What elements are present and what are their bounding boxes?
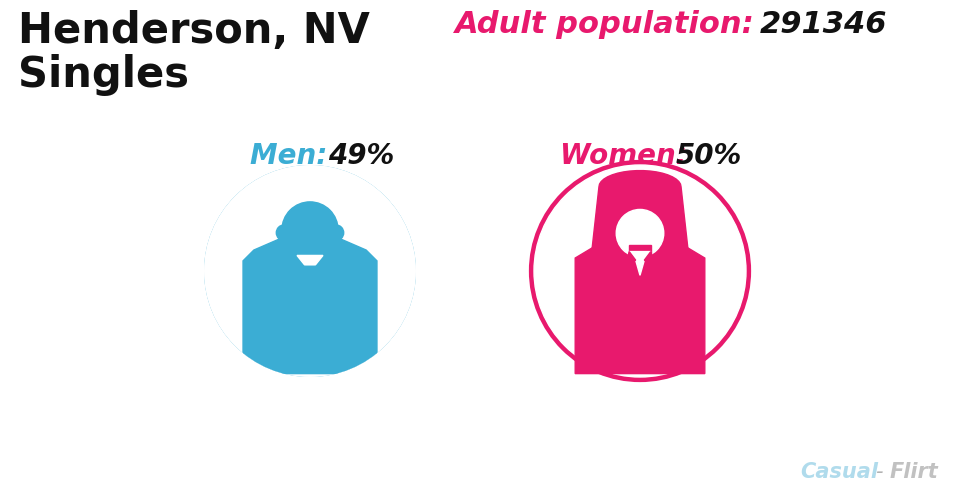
Text: -: - — [875, 461, 882, 481]
Polygon shape — [644, 252, 654, 265]
Text: Adult population:: Adult population: — [455, 10, 765, 39]
Polygon shape — [243, 236, 377, 374]
Polygon shape — [626, 252, 636, 265]
Circle shape — [282, 202, 338, 259]
Circle shape — [276, 225, 292, 241]
Polygon shape — [302, 267, 318, 345]
Text: Flirt: Flirt — [890, 461, 939, 481]
Polygon shape — [629, 252, 651, 276]
Polygon shape — [297, 256, 323, 291]
Text: Men:: Men: — [250, 142, 337, 170]
Polygon shape — [294, 247, 326, 267]
Text: Henderson, NV: Henderson, NV — [18, 10, 370, 52]
Text: Casual: Casual — [800, 461, 878, 481]
Circle shape — [204, 166, 416, 377]
Text: 50%: 50% — [676, 142, 742, 170]
Text: 49%: 49% — [328, 142, 395, 170]
Polygon shape — [575, 237, 705, 374]
Polygon shape — [591, 171, 688, 256]
Circle shape — [616, 210, 663, 258]
Circle shape — [328, 225, 344, 241]
Text: Singles: Singles — [18, 54, 189, 96]
Circle shape — [534, 166, 746, 377]
Polygon shape — [629, 245, 651, 261]
Text: 291346: 291346 — [760, 10, 887, 39]
Text: Women:: Women: — [560, 142, 697, 170]
